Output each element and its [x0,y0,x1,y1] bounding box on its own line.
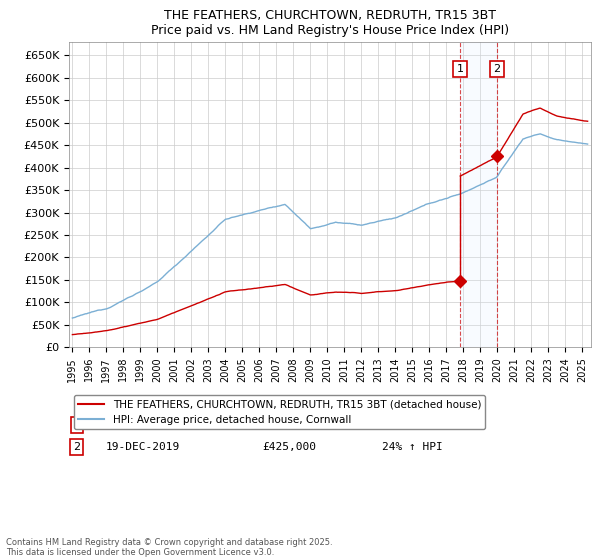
Title: THE FEATHERS, CHURCHTOWN, REDRUTH, TR15 3BT
Price paid vs. HM Land Registry's Ho: THE FEATHERS, CHURCHTOWN, REDRUTH, TR15 … [151,8,509,36]
Text: 2: 2 [493,64,500,74]
Text: £425,000: £425,000 [262,442,316,452]
Text: £148,000: £148,000 [262,420,316,430]
Text: 24% ↑ HPI: 24% ↑ HPI [382,442,443,452]
Text: 1: 1 [73,420,80,430]
Legend: THE FEATHERS, CHURCHTOWN, REDRUTH, TR15 3BT (detached house), HPI: Average price: THE FEATHERS, CHURCHTOWN, REDRUTH, TR15 … [74,395,485,428]
Text: 24-OCT-2017: 24-OCT-2017 [106,420,180,430]
Bar [460,42,497,347]
Text: 1: 1 [457,64,464,74]
Text: 2: 2 [73,442,80,452]
Text: 54% ↓ HPI: 54% ↓ HPI [382,420,443,430]
Text: 19-DEC-2019: 19-DEC-2019 [106,442,180,452]
Text: Contains HM Land Registry data © Crown copyright and database right 2025.
This d: Contains HM Land Registry data © Crown c… [6,538,332,557]
